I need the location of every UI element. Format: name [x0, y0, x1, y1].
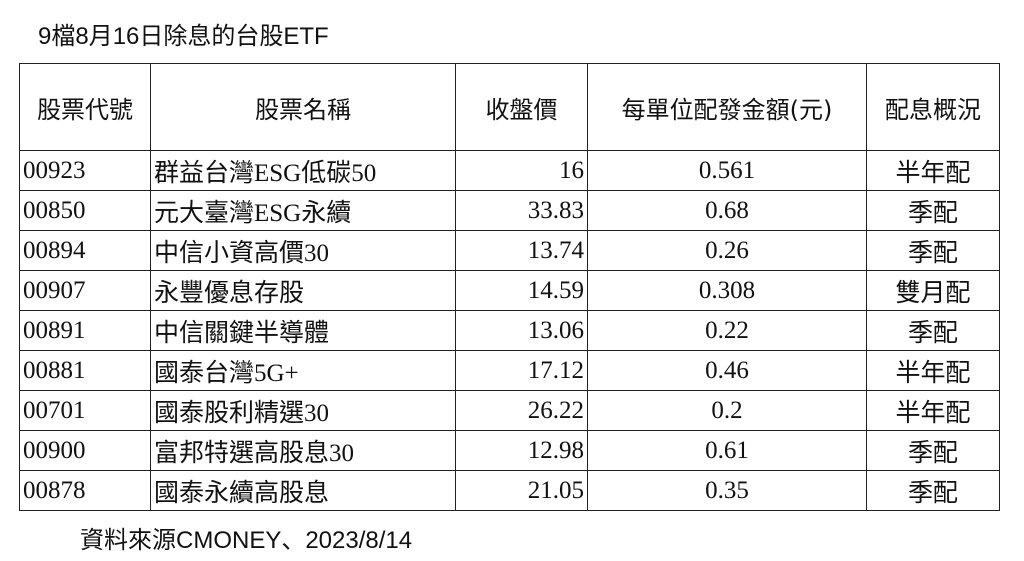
data-table: 股票代號 股票名稱 收盤價 每單位配發金額(元) 配息概況 00923 群益台灣ESG低碳… [19, 63, 1000, 511]
table-cell: 00878 [19, 470, 151, 511]
table-cell: 00701 [19, 390, 151, 431]
table-row: 00701 國泰股利精選30 26.22 0.2 半年配 [19, 390, 1000, 431]
table-row: 00850 元大臺灣ESG永續 33.83 0.68 季配 [19, 190, 1000, 231]
table-cell: 0.561 [587, 150, 867, 191]
table-cell: 中信關鍵半導體 [150, 310, 456, 351]
table-row: 00891 中信關鍵半導體 13.06 0.22 季配 [19, 310, 1000, 351]
column-header: 收盤價 [455, 63, 588, 151]
table-cell: 元大臺灣ESG永續 [150, 190, 456, 231]
table-cell: 13.74 [455, 230, 588, 271]
table-cell: 半年配 [866, 150, 1000, 191]
table-row: 00923 群益台灣ESG低碳50 16 0.561 半年配 [19, 150, 1000, 191]
table-cell: 群益台灣ESG低碳50 [150, 150, 456, 191]
table-cell: 中信小資高價30 [150, 230, 456, 271]
table-cell: 季配 [866, 190, 1000, 231]
table-cell: 國泰股利精選30 [150, 390, 456, 431]
table-cell: 季配 [866, 470, 1000, 511]
table-cell: 26.22 [455, 390, 588, 431]
table-row: 00900 富邦特選高股息30 12.98 0.61 季配 [19, 430, 1000, 471]
table-row: 00894 中信小資高價30 13.74 0.26 季配 [19, 230, 1000, 271]
table-cell: 永豐優息存股 [150, 270, 456, 311]
title: 9檔8月16日除息的台股ETF [38, 23, 329, 50]
table-cell: 季配 [866, 230, 1000, 271]
table-body: 00923 群益台灣ESG低碳50 16 0.561 半年配 00850 元大臺灣ESG永續… [19, 150, 1000, 511]
table-cell: 0.35 [587, 470, 867, 511]
table-cell: 富邦特選高股息30 [150, 430, 456, 471]
column-header: 股票代號 [19, 63, 151, 151]
table-head: 股票代號 股票名稱 收盤價 每單位配發金額(元) 配息概況 [19, 63, 1000, 151]
table-row: 00907 永豐優息存股 14.59 0.308 雙月配 [19, 270, 1000, 311]
table-cell: 0.46 [587, 350, 867, 391]
column-header: 配息概況 [866, 63, 1000, 151]
table-cell: 00900 [19, 430, 151, 471]
table-cell: 16 [455, 150, 588, 191]
table-cell: 33.83 [455, 190, 588, 231]
header-row: 股票代號 股票名稱 收盤價 每單位配發金額(元) 配息概況 [19, 63, 1000, 151]
source-note: 資料來源CMONEY、2023/8/14 [80, 527, 413, 554]
table-cell: 21.05 [455, 470, 588, 511]
table-cell: 半年配 [866, 350, 1000, 391]
table-cell: 00923 [19, 150, 151, 191]
table-cell: 0.26 [587, 230, 867, 271]
table-cell: 半年配 [866, 390, 1000, 431]
table-row: 00878 國泰永續高股息 21.05 0.35 季配 [19, 470, 1000, 511]
table-cell: 國泰永續高股息 [150, 470, 456, 511]
table-cell: 17.12 [455, 350, 588, 391]
table-row: 00881 國泰台灣5G+ 17.12 0.46 半年配 [19, 350, 1000, 391]
table-cell: 0.68 [587, 190, 867, 231]
table-cell: 14.59 [455, 270, 588, 311]
table-cell: 13.06 [455, 310, 588, 351]
table-cell: 0.61 [587, 430, 867, 471]
table-cell: 雙月配 [866, 270, 1000, 311]
table-cell: 00894 [19, 230, 151, 271]
table-cell: 00850 [19, 190, 151, 231]
table-cell: 國泰台灣5G+ [150, 350, 456, 391]
table-cell: 00881 [19, 350, 151, 391]
table-cell: 季配 [866, 310, 1000, 351]
table-cell: 12.98 [455, 430, 588, 471]
table-cell: 0.22 [587, 310, 867, 351]
table-cell: 0.2 [587, 390, 867, 431]
column-header: 每單位配發金額(元) [587, 63, 867, 151]
table-cell: 0.308 [587, 270, 867, 311]
table-cell: 季配 [866, 430, 1000, 471]
column-header: 股票名稱 [150, 63, 456, 151]
table-cell: 00907 [19, 270, 151, 311]
table-cell: 00891 [19, 310, 151, 351]
